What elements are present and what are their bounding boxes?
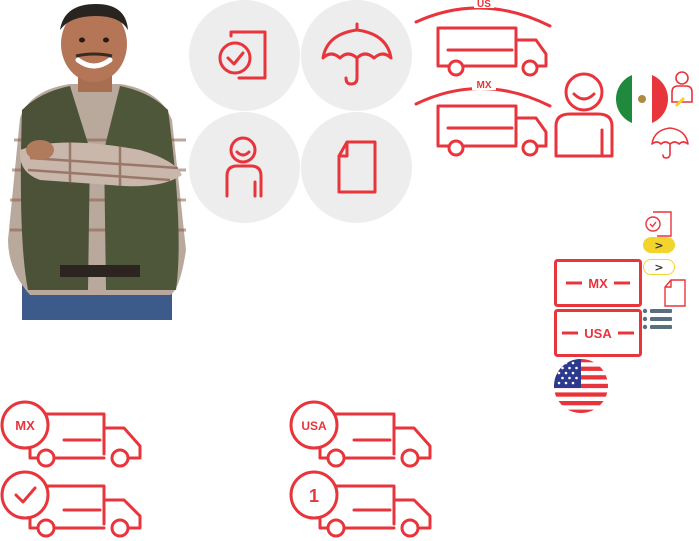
- umbrella-circle: [301, 0, 412, 111]
- one-truck-badge: 1: [288, 470, 438, 541]
- next-pill-button[interactable]: >: [643, 259, 675, 275]
- mx-label: MX: [477, 80, 492, 91]
- chevron-right-icon: >: [654, 260, 664, 274]
- one-badge-label: 1: [309, 486, 319, 506]
- document-circle: [301, 112, 412, 223]
- us-label: US: [477, 0, 491, 10]
- usa-box: USA: [554, 309, 642, 357]
- mx-truck-badge: MX: [0, 398, 148, 470]
- check-truck-badge: [0, 470, 148, 541]
- chevron-right-icon: >: [654, 238, 664, 252]
- truck-icon: [436, 26, 548, 77]
- mx-box: MX: [554, 259, 642, 307]
- umbrella-icon: [321, 22, 393, 86]
- umbrella-icon: [651, 127, 689, 159]
- document-check-icon: [645, 211, 672, 237]
- us-truck-group: US: [412, 0, 557, 80]
- usa-box-label: USA: [584, 326, 612, 341]
- person-icon: [225, 136, 263, 198]
- usa-badge-label: USA: [301, 419, 327, 433]
- document-check-icon: [218, 30, 267, 80]
- truck-icon: [436, 104, 548, 157]
- mexico-flag-icon: [616, 73, 668, 125]
- us-flag-icon: [554, 359, 608, 413]
- document-icon: [664, 279, 686, 307]
- next-pill-button[interactable]: >: [643, 237, 675, 253]
- mx-truck-group: MX: [412, 76, 557, 160]
- photo-man: [0, 0, 190, 320]
- usa-truck-badge: USA: [288, 398, 438, 470]
- document-check-circle: [189, 0, 300, 111]
- mx-badge-label: MX: [15, 418, 35, 433]
- document-icon: [337, 140, 377, 194]
- mx-box-label: MX: [588, 276, 608, 291]
- person-icon: [554, 72, 614, 158]
- list-icon: [642, 308, 672, 330]
- person-circle: [189, 112, 300, 223]
- person-icon: [671, 71, 693, 108]
